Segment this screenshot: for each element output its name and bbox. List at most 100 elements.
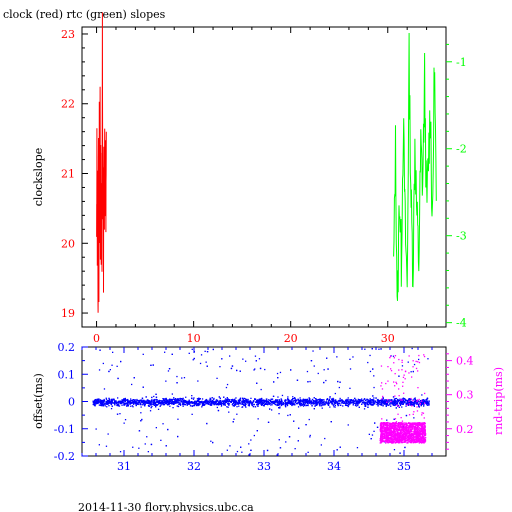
offset-point [328, 398, 330, 401]
roundtrip-point [392, 432, 394, 434]
offset-point [212, 403, 215, 405]
offset-point [263, 401, 265, 403]
offset-point [413, 405, 415, 407]
offset-point [336, 403, 339, 406]
roundtrip-point [391, 425, 393, 427]
offset-point [169, 400, 172, 402]
offset-point [147, 404, 150, 407]
offset-point [94, 401, 96, 403]
offset-point [155, 406, 157, 408]
offset-point [355, 398, 357, 401]
offset-point [250, 439, 252, 441]
roundtrip-point [409, 423, 412, 425]
roundtrip-point [410, 429, 412, 431]
offset-point [366, 401, 368, 403]
offset-point [425, 401, 427, 403]
roundtrip-point [399, 436, 401, 438]
roundtrip-point [422, 432, 424, 435]
offset-point [386, 400, 388, 402]
offset-point [125, 399, 127, 402]
roundtrip-point [394, 432, 396, 434]
offset-point [299, 397, 301, 399]
roundtrip-point [396, 433, 398, 436]
roundtrip-point [420, 427, 422, 429]
roundtrip-point [415, 422, 417, 424]
offset-point [337, 403, 339, 405]
offset-point [411, 347, 413, 350]
offset-point [184, 400, 186, 402]
roundtrip-point [422, 431, 425, 433]
offset-point [108, 397, 110, 400]
roundtrip-point [407, 438, 409, 440]
roundtrip-point [398, 439, 400, 441]
offset-point [227, 403, 230, 405]
roundtrip-point [420, 438, 423, 440]
offset-point [166, 404, 169, 406]
offset-point [256, 430, 258, 432]
offset-point [373, 375, 375, 377]
offset-point [341, 402, 343, 404]
roundtrip-point [383, 434, 385, 436]
offset-point [322, 404, 324, 406]
roundtrip-point [412, 400, 414, 402]
offset-point [288, 436, 291, 438]
offset-point [420, 404, 422, 407]
roundtrip-point [380, 436, 382, 438]
offset-point [383, 402, 385, 404]
offset-point [391, 403, 393, 405]
offset-point [392, 401, 394, 403]
roundtrip-point [386, 440, 389, 442]
offset-point [168, 403, 170, 405]
offset-point [401, 365, 404, 367]
offset-point [389, 404, 391, 406]
offset-point [278, 400, 280, 403]
roundtrip-point [392, 441, 394, 443]
offset-point [147, 402, 149, 404]
offset-point [364, 398, 366, 400]
offset-point [321, 399, 323, 401]
roundtrip-point [400, 441, 402, 444]
roundtrip-point [390, 434, 392, 437]
offset-point [334, 404, 336, 406]
offset-point [335, 399, 337, 401]
roundtrip-point [399, 431, 402, 433]
offset-point [317, 398, 320, 401]
offset-point [364, 348, 366, 350]
offset-point [178, 400, 180, 402]
top-chart-frame [81, 26, 447, 328]
offset-point [328, 402, 331, 404]
offset-point [167, 400, 169, 402]
offset-point [206, 399, 208, 401]
offset-point [155, 398, 157, 401]
offset-point [140, 404, 142, 406]
offset-point [165, 403, 167, 405]
offset-point [230, 367, 233, 370]
offset-point [357, 401, 360, 404]
offset-point [317, 372, 319, 375]
offset-point [105, 402, 107, 404]
offset-point [220, 404, 223, 406]
offset-point [261, 400, 263, 402]
offset-point [406, 400, 408, 402]
offset-point [266, 449, 269, 452]
roundtrip-point [396, 435, 398, 437]
offset-point [101, 404, 104, 406]
roundtrip-point [404, 370, 407, 372]
offset-point [173, 401, 176, 403]
roundtrip-point [410, 397, 412, 400]
roundtrip-point [392, 427, 394, 429]
roundtrip-point [405, 430, 408, 432]
roundtrip-point [419, 429, 421, 432]
offset-point [293, 397, 295, 400]
offset-point [261, 397, 263, 400]
offset-point [323, 381, 325, 384]
roundtrip-point [402, 429, 404, 431]
offset-point [246, 400, 248, 402]
offset-point [117, 400, 120, 402]
offset-point [158, 400, 160, 402]
offset-point [174, 402, 176, 404]
offset-point [260, 404, 263, 406]
offset-point [179, 404, 182, 406]
offset-point [160, 439, 162, 441]
offset-point [234, 403, 236, 405]
